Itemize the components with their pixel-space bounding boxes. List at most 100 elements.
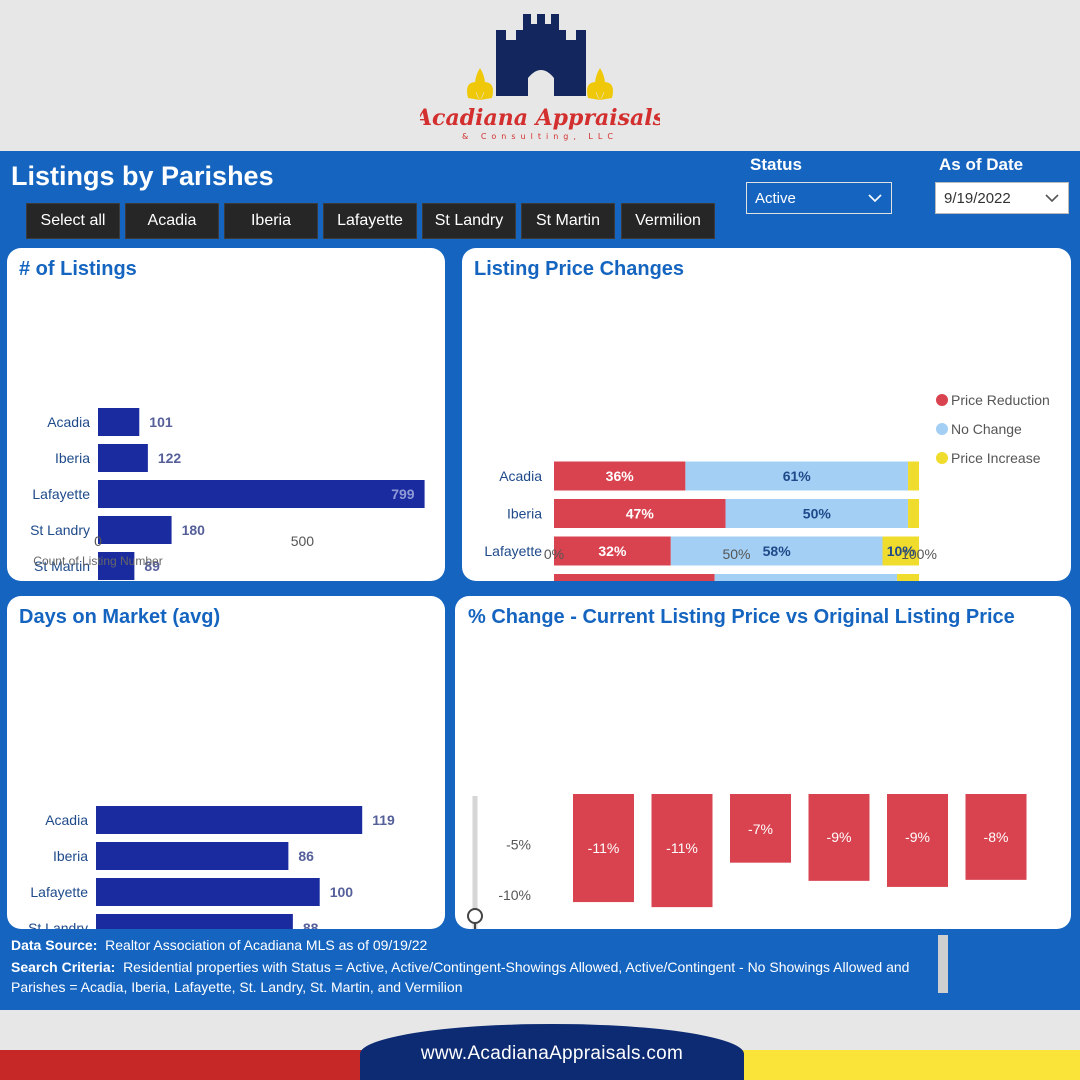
category-label: Iberia	[53, 848, 88, 864]
legend-marker	[936, 452, 948, 464]
page-title: Listings by Parishes	[11, 161, 274, 191]
bar-segment[interactable]	[908, 499, 919, 528]
bar-segment[interactable]	[554, 499, 726, 528]
bar[interactable]	[98, 516, 172, 544]
bar[interactable]	[808, 794, 870, 881]
logo-wordmark: Acadiana Appraisals	[420, 105, 660, 131]
data-label: 101	[149, 414, 173, 430]
bar[interactable]	[573, 794, 634, 903]
data-label: 86	[298, 848, 314, 864]
bottom-stripe-red	[0, 1050, 370, 1080]
data-label: 47%	[626, 506, 655, 522]
bar[interactable]	[96, 842, 289, 870]
date-dropdown[interactable]: 9/19/2022	[935, 182, 1069, 214]
category-label: St Martin	[34, 558, 90, 574]
data-label: -9%	[905, 829, 930, 845]
bar[interactable]	[887, 794, 948, 887]
category-label: Acadia	[45, 812, 88, 828]
bar[interactable]	[651, 794, 713, 908]
bar-segment[interactable]	[554, 536, 671, 566]
x-tick-label: 500	[291, 533, 315, 549]
listings-chart: Acadia 101 Iberia 122 Lafayette 799 St Landry 1…	[30, 408, 425, 580]
dom-chart: Acadia 119 Iberia 86 Lafayette 100 St Landry 88…	[28, 806, 395, 929]
listings-title: # of Listings	[19, 258, 137, 280]
category-label: Acadia	[499, 468, 542, 484]
bar[interactable]	[96, 914, 293, 929]
scrollbar[interactable]	[938, 935, 948, 993]
bar[interactable]	[965, 794, 1027, 880]
legend-label: Price Reduction	[951, 392, 1050, 408]
parish-button-lafayette[interactable]: Lafayette	[323, 203, 417, 239]
pct-change-chart: -5%-10%-15%-20%-11%Acadia-11%Iberia-7%La…	[467, 794, 1027, 929]
data-label: 100	[330, 884, 354, 900]
listings-card: # of Listings Acadia 101 Iberia 122 Lafayett…	[7, 248, 445, 581]
category-label: St Landry	[28, 920, 88, 929]
bar-segment[interactable]	[714, 574, 898, 581]
criteria-line-2: Parishes = Acadia, Iberia, Lafayette, St…	[11, 979, 463, 995]
legend-marker	[936, 423, 948, 435]
bar[interactable]	[98, 480, 425, 508]
y-tick-label: -5%	[506, 837, 531, 853]
data-label: 799	[391, 486, 415, 502]
status-dropdown[interactable]: Active	[746, 182, 892, 214]
bar-segment[interactable]	[725, 499, 909, 528]
data-label: 119	[372, 812, 395, 828]
category-label: Acadia	[47, 414, 90, 430]
data-label: 50%	[792, 581, 821, 582]
parish-button-iberia[interactable]: Iberia	[224, 203, 318, 239]
legend-marker	[936, 394, 948, 406]
data-label: 122	[158, 450, 182, 466]
bar[interactable]	[96, 806, 363, 834]
data-label: 88	[303, 920, 319, 929]
data-label: 36%	[606, 468, 635, 484]
url-tab	[360, 1024, 744, 1080]
parish-button-st-martin[interactable]: St Martin	[521, 203, 615, 239]
category-label: St Landry	[30, 522, 90, 538]
legend-label: Price Increase	[951, 450, 1041, 466]
data-label: -7%	[748, 821, 773, 837]
price-changes-card: Listing Price Changes Acadia 36% 61% Iberia…	[462, 248, 1071, 581]
category-label: Lafayette	[484, 543, 542, 559]
data-label: -11%	[588, 840, 620, 856]
pct-change-card: % Change - Current Listing Price vs Orig…	[455, 596, 1071, 929]
criteria-text: Search Criteria: Residential properties …	[11, 957, 941, 997]
data-label: -9%	[827, 829, 852, 845]
x-tick-label: 0	[94, 533, 102, 549]
price-changes-chart: Acadia 36% 61% Iberia 47% 50% Lafayette 32% 58% 1…	[482, 392, 1050, 582]
dashboard-panel: Listings by Parishes Select all Acadia Ibe…	[0, 151, 1080, 1010]
bar[interactable]	[730, 794, 791, 863]
data-label: -8%	[984, 829, 1009, 845]
logo-tagline: & Consulting, LLC	[462, 132, 618, 141]
range-slider-handle-top[interactable]	[467, 908, 483, 924]
criteria-label: Search Criteria:	[11, 959, 116, 975]
bar-segment[interactable]	[897, 574, 919, 581]
date-value: 9/19/2022	[944, 189, 1011, 207]
date-label: As of Date	[939, 155, 1024, 174]
bar[interactable]	[96, 878, 320, 906]
dom-card: Days on Market (avg) Acadia 119 Iberia 86 La…	[7, 596, 445, 929]
x-tick-label: 50%	[722, 546, 750, 562]
bar-segment[interactable]	[670, 536, 883, 566]
chevron-down-icon	[868, 194, 882, 203]
bar-segment[interactable]	[685, 461, 909, 491]
status-label: Status	[750, 155, 802, 174]
bar[interactable]	[98, 408, 140, 436]
dom-title: Days on Market (avg)	[19, 606, 221, 628]
parish-button-vermilion[interactable]: Vermilion	[621, 203, 715, 239]
bar-segment[interactable]	[554, 574, 715, 581]
x-tick-label: 0%	[544, 546, 564, 562]
data-label: 32%	[598, 543, 627, 559]
bar[interactable]	[98, 444, 148, 472]
bar-segment[interactable]	[554, 461, 686, 491]
parish-button-select-all[interactable]: Select all	[26, 203, 120, 239]
legend-label: No Change	[951, 421, 1022, 437]
parish-button-st-landry[interactable]: St Landry	[422, 203, 516, 239]
bar-segment[interactable]	[882, 536, 920, 566]
data-label: -11%	[666, 840, 698, 856]
website-url[interactable]: www.AcadianaAppraisals.com	[420, 1043, 684, 1064]
data-label: 61%	[783, 468, 812, 484]
bar-segment[interactable]	[908, 461, 919, 491]
bar[interactable]	[98, 552, 135, 580]
parish-button-acadia[interactable]: Acadia	[125, 203, 219, 239]
category-label: Lafayette	[32, 486, 90, 502]
